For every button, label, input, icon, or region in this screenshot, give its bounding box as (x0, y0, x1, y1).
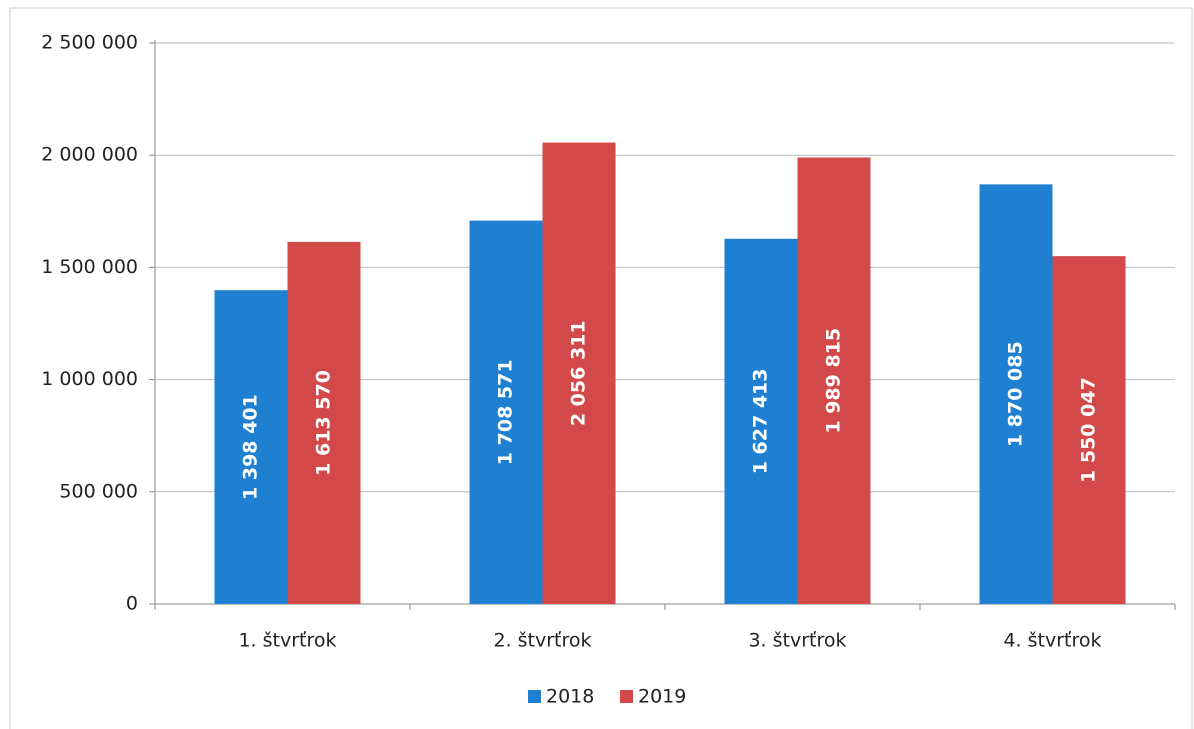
bar (542, 142, 616, 604)
bar (979, 184, 1053, 605)
x-tick-label: 2. štvrťrok (493, 630, 591, 652)
bar (287, 241, 361, 604)
data-label: 1 708 571 (495, 359, 517, 465)
y-tick-label: 2 000 000 (41, 144, 138, 166)
legend-swatch (620, 690, 633, 703)
bar (214, 290, 288, 604)
y-tick-label: 2 500 000 (41, 32, 138, 54)
data-label: 1 398 401 (240, 394, 262, 500)
y-tick-label: 1 000 000 (41, 368, 138, 390)
data-label: 1 550 047 (1078, 377, 1100, 483)
chart-border (9, 7, 1193, 729)
x-tick-label: 1. štvrťrok (238, 630, 336, 652)
data-label: 1 613 570 (313, 370, 335, 476)
data-label: 1 989 815 (823, 328, 845, 434)
data-label: 1 627 413 (750, 369, 772, 475)
bar (469, 220, 543, 604)
y-tick-label: 0 (126, 593, 138, 615)
data-label: 1 870 085 (1005, 341, 1027, 447)
y-tick-label: 500 000 (59, 480, 138, 502)
x-tick-label: 3. štvrťrok (748, 630, 846, 652)
bar (1052, 256, 1126, 604)
y-tick-label: 1 500 000 (41, 256, 138, 278)
legend-label: 2019 (638, 686, 686, 708)
bar (724, 238, 798, 604)
x-tick-label: 4. štvrťrok (1003, 630, 1101, 652)
legend-swatch (528, 690, 541, 703)
legend-label: 2018 (546, 686, 594, 708)
bar (797, 157, 871, 604)
data-label: 2 056 311 (568, 320, 590, 426)
